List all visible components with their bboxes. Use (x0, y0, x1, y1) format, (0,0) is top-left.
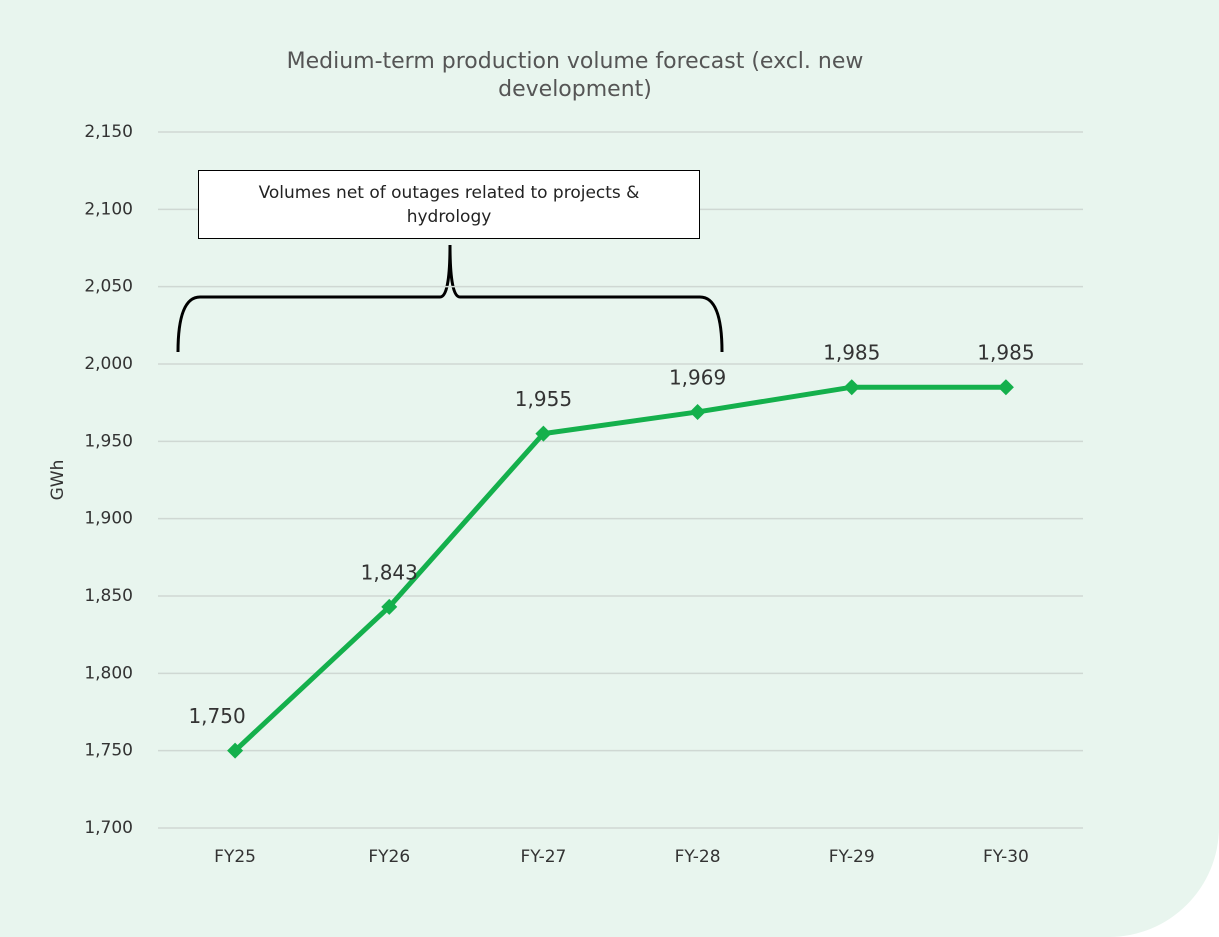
chart-title: Medium-term production volume forecast (… (286, 49, 864, 102)
marker (381, 598, 398, 615)
y-tick-label: 2,000 (84, 354, 133, 374)
y-tick-label: 1,700 (84, 818, 133, 838)
data-label: 1,750 (188, 704, 245, 728)
y-tick-label: 1,850 (84, 586, 133, 606)
y-tick-label: 1,950 (84, 431, 133, 451)
line (233, 384, 1006, 753)
x-tick-label: FY-29 (829, 847, 875, 867)
y-tick-label: 2,050 (84, 277, 133, 297)
annotation: Volumes net of outages related to projec… (198, 170, 700, 239)
y-tick-label: 2,100 (84, 199, 133, 219)
y-tick-label: 1,800 (84, 663, 133, 683)
data-label: 1,969 (669, 365, 726, 389)
y-tick-label: 2,150 (84, 122, 133, 142)
marker (227, 742, 244, 759)
x-tick-label: FY-27 (520, 847, 566, 867)
x-tick-label: FY-30 (983, 847, 1029, 867)
x-tick-label: FY26 (368, 847, 410, 867)
y-tick-label: 1,900 (84, 509, 133, 529)
x-tick-label: FY25 (214, 847, 256, 867)
data-label: 1,843 (361, 560, 418, 584)
x-tick-label: FY-28 (675, 847, 721, 867)
marker (997, 379, 1014, 396)
y-axis-label: GWh (48, 460, 68, 501)
data-label: 1,985 (977, 341, 1034, 365)
data-label: 1,985 (823, 341, 880, 365)
marker (689, 403, 706, 420)
data-label: 1,955 (515, 387, 572, 411)
y-tick-label: 1,750 (84, 741, 133, 761)
brace (176, 244, 724, 353)
marker (843, 379, 860, 396)
marker (535, 425, 552, 442)
